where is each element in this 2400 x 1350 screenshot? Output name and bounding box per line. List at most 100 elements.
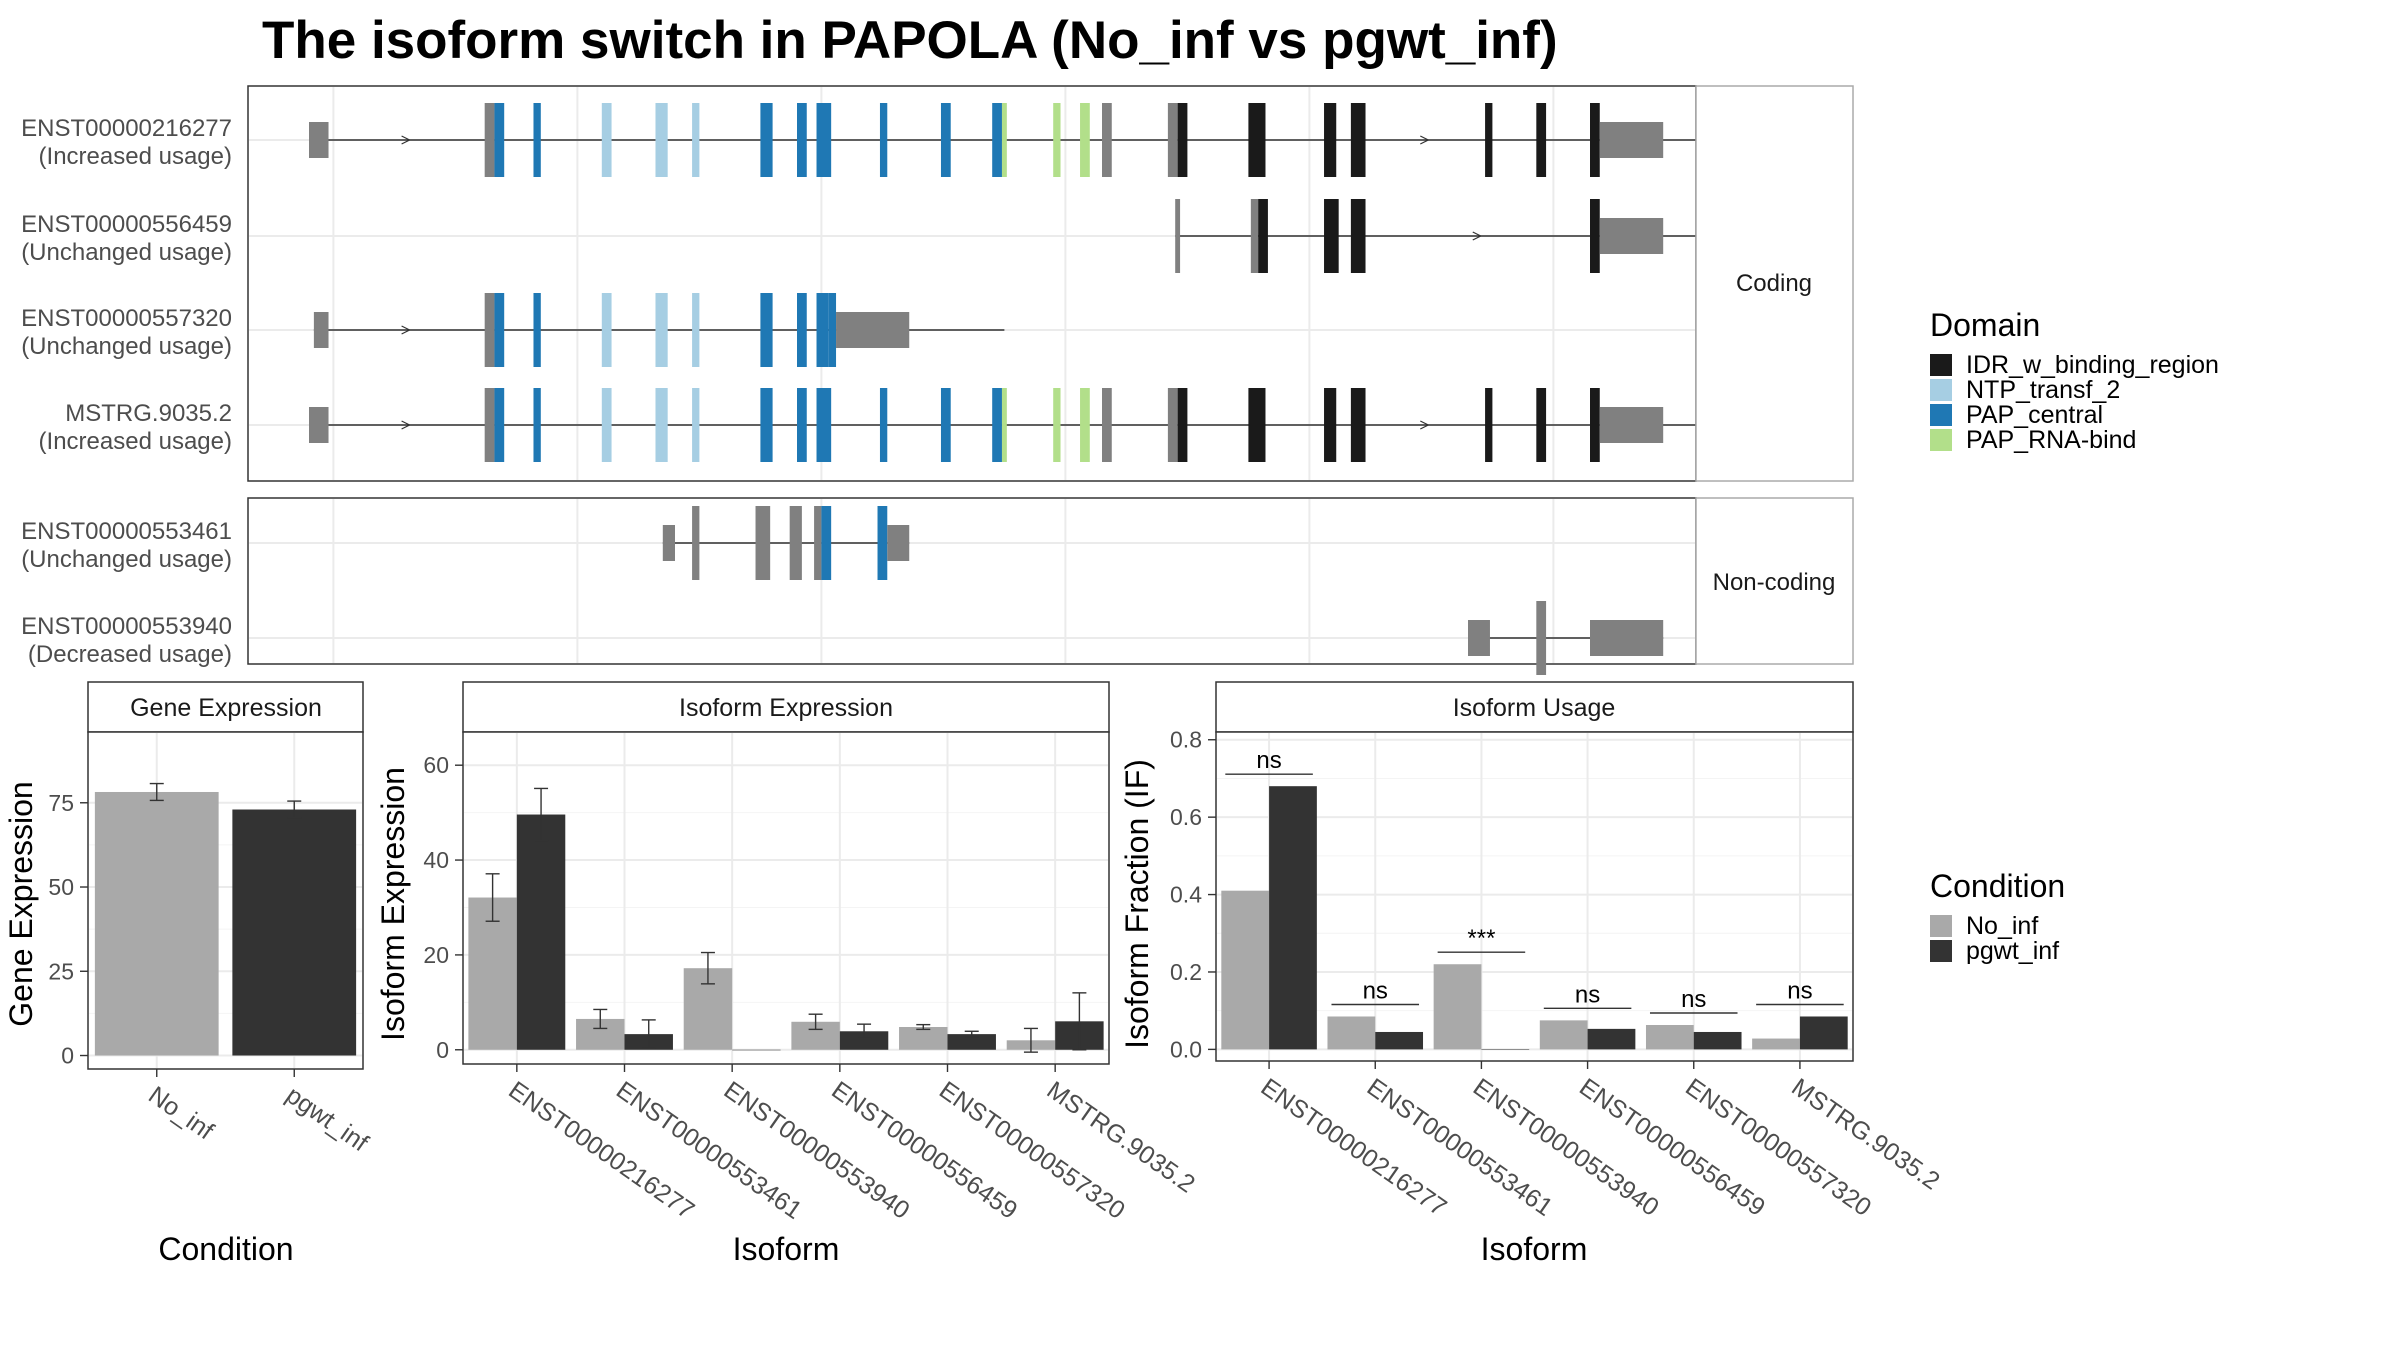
domain-legend: Domain IDR_w_binding_regionNTP_transf_2P… bbox=[1930, 307, 2219, 454]
significance-label-MSTRG.9035.2: ns bbox=[1787, 977, 1812, 1004]
transcript-id-label: MSTRG.9035.2 bbox=[65, 400, 232, 427]
exon-NTP_transf_2-6 bbox=[692, 388, 700, 462]
isoform-expression-xlabel: Isoform bbox=[733, 1231, 840, 1267]
bar-ENST00000556459-pgwt_inf bbox=[839, 1031, 889, 1050]
gene-expression-strip bbox=[87, 681, 364, 733]
significance-label-ENST00000556459: ns bbox=[1575, 981, 1600, 1008]
errorbar-MSTRG.9035.2-No_inf bbox=[1023, 1027, 1038, 1053]
exon-exon_plain-25 bbox=[1599, 122, 1664, 158]
exon-exon_plain-2 bbox=[1590, 620, 1664, 656]
transcript-ENST00000553461: ENST00000553461(Unchanged usage) bbox=[21, 506, 910, 580]
isoform-usage-ylabel: Isoform Fraction (IF) bbox=[1119, 759, 1155, 1049]
y-tick-label-0: 0 bbox=[61, 1043, 74, 1069]
noncoding-gridlines bbox=[249, 499, 1695, 663]
transcript-ENST00000556459: ENST00000556459(Unchanged usage) bbox=[21, 199, 1712, 273]
bar-ENST00000216277-pgwt_inf bbox=[1269, 786, 1317, 1050]
transcript-usage-label: (Increased usage) bbox=[39, 428, 232, 455]
isoform-expression-strip bbox=[462, 681, 1110, 733]
exon-exon_plain-1 bbox=[1250, 199, 1259, 273]
domain-legend-label-NTP_transf_2: NTP_transf_2 bbox=[1966, 376, 2120, 404]
errorbar-ENST00000216277-No_inf bbox=[485, 873, 500, 922]
gene-expression-strip-title: Gene Expression bbox=[130, 694, 322, 722]
exon-exon_plain-0 bbox=[1175, 199, 1181, 273]
exon-PAP_central-5 bbox=[821, 506, 832, 580]
coding-transcripts: ENST00000216277(Increased usage) ENST0000… bbox=[21, 103, 1712, 462]
transcript-id-label: ENST00000553461 bbox=[21, 518, 232, 545]
significance-label-ENST00000553940: *** bbox=[1467, 925, 1495, 952]
errorbar-ENST00000556459-pgwt_inf bbox=[857, 1023, 872, 1040]
condition-legend-key-No_inf bbox=[1930, 915, 1952, 937]
exon-exon_plain-2 bbox=[755, 506, 771, 580]
exon-PAP_central-10 bbox=[879, 103, 888, 177]
domain-legend-key-PAP_central bbox=[1930, 404, 1952, 426]
direction-arrow-0 bbox=[401, 325, 411, 335]
exon-exon_plain-1 bbox=[692, 506, 700, 580]
significance-label-ENST00000557320: ns bbox=[1681, 986, 1706, 1013]
exon-exon_plain-6 bbox=[1599, 218, 1664, 254]
exon-IDR_w_binding_region-23 bbox=[1536, 103, 1547, 177]
exon-PAP_central-12 bbox=[992, 103, 1002, 177]
noncoding-facet-label: Non-coding bbox=[1713, 569, 1836, 596]
errorbar-MSTRG.9035.2-pgwt_inf bbox=[1072, 992, 1087, 1051]
direction-arrow-1 bbox=[1420, 135, 1430, 145]
exon-exon_plain-3 bbox=[789, 506, 802, 580]
exon-PAP_central-11 bbox=[940, 103, 951, 177]
y-tick-label-3: 60 bbox=[423, 752, 449, 778]
exon-exon_plain-4 bbox=[814, 506, 822, 580]
exon-PAP_central-10 bbox=[828, 293, 837, 367]
condition-legend-label-pgwt_inf: pgwt_inf bbox=[1966, 937, 2059, 965]
transcript-ENST00000216277: ENST00000216277(Increased usage) bbox=[21, 103, 1712, 177]
errorbar-ENST00000216277-pgwt_inf bbox=[534, 787, 549, 842]
errorbar-ENST00000553940-No_inf bbox=[700, 951, 715, 985]
exon-IDR_w_binding_region-2 bbox=[1258, 199, 1268, 273]
exon-PAP_central-7 bbox=[760, 388, 773, 462]
bars bbox=[468, 787, 1104, 1053]
exon-NTP_transf_2-4 bbox=[601, 388, 612, 462]
noncoding-transcripts: ENST00000553461(Unchanged usage)ENST0000… bbox=[21, 506, 1664, 675]
transcript-id-label: ENST00000557320 bbox=[21, 305, 232, 332]
exon-PAP_RNA-bind-15 bbox=[1080, 103, 1090, 177]
exon-IDR_w_binding_region-19 bbox=[1248, 388, 1266, 462]
bar-ENST00000553461-No_inf bbox=[1327, 1016, 1376, 1050]
errorbar-ENST00000553461-pgwt_inf bbox=[641, 1019, 656, 1050]
bar-pgwt_inf-pgwt_inf bbox=[232, 809, 357, 1056]
domain-legend-title: Domain bbox=[1930, 307, 2040, 343]
exon-exon_plain-16 bbox=[1102, 388, 1112, 462]
coding-panel-bg bbox=[247, 85, 1697, 482]
exon-exon_plain-1 bbox=[1536, 601, 1547, 675]
exon-IDR_w_binding_region-24 bbox=[1590, 388, 1600, 462]
exon-IDR_w_binding_region-23 bbox=[1536, 388, 1547, 462]
y-tick-label-2: 0.4 bbox=[1170, 882, 1202, 908]
exon-exon_plain-7 bbox=[887, 525, 910, 561]
exon-IDR_w_binding_region-18 bbox=[1177, 103, 1188, 177]
exon-PAP_central-8 bbox=[797, 388, 807, 462]
transcript-usage-label: (Unchanged usage) bbox=[21, 333, 232, 360]
bar-ENST00000557320-pgwt_inf bbox=[1693, 1031, 1742, 1050]
exon-exon_plain-17 bbox=[1167, 388, 1178, 462]
exon-PAP_central-8 bbox=[797, 293, 807, 367]
bar-ENST00000556459-No_inf bbox=[1539, 1020, 1588, 1050]
bar-ENST00000553940-pgwt_inf bbox=[732, 1049, 781, 1051]
bar-MSTRG.9035.2-No_inf bbox=[1752, 1038, 1800, 1050]
figure-title: The isoform switch in PAPOLA (No_inf vs … bbox=[262, 11, 1558, 70]
bars: ns ns *** ns ns ns bbox=[1221, 747, 1848, 1050]
gene-expression-xlabel: Condition bbox=[158, 1231, 293, 1267]
exon-IDR_w_binding_region-4 bbox=[1350, 199, 1366, 273]
exon-IDR_w_binding_region-20 bbox=[1324, 388, 1337, 462]
condition-legend-key-pgwt_inf bbox=[1930, 940, 1952, 962]
y-tick-label-1: 20 bbox=[423, 942, 449, 968]
noncoding-facet-strip bbox=[1695, 497, 1854, 665]
exon-exon_plain-11 bbox=[836, 312, 910, 348]
panel-frame bbox=[1215, 731, 1854, 1062]
panel-frame bbox=[462, 731, 1110, 1065]
transcript-usage-label: (Decreased usage) bbox=[28, 641, 232, 668]
exon-exon_plain-0 bbox=[309, 407, 329, 443]
exon-IDR_w_binding_region-19 bbox=[1248, 103, 1266, 177]
exon-NTP_transf_2-5 bbox=[655, 103, 668, 177]
exon-PAP_central-10 bbox=[879, 388, 888, 462]
exon-exon_plain-16 bbox=[1102, 103, 1112, 177]
exon-exon_plain-25 bbox=[1599, 407, 1664, 443]
exon-NTP_transf_2-6 bbox=[692, 103, 700, 177]
bar-ENST00000216277-No_inf bbox=[468, 897, 517, 1050]
